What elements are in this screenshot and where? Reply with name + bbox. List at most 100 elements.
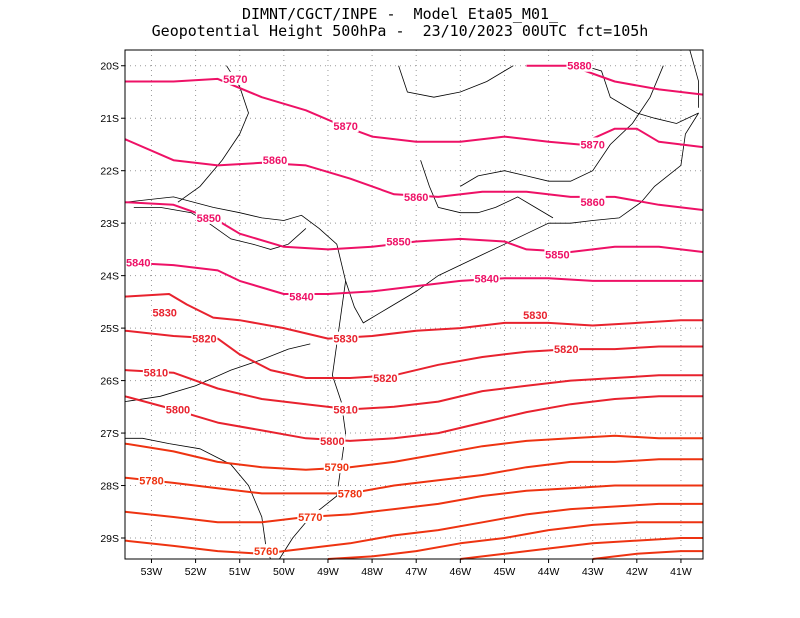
coastline [124,112,699,324]
contour-label-bg [138,473,165,487]
contour-label: 5850 [545,250,569,262]
contour-label: 5780 [338,488,362,500]
y-tick-label: 25S [100,323,119,335]
x-tick-label: 47W [405,566,427,578]
x-axis-ticks: 53W 52W 51W 50W 49W 48W 47W 46W 45W 44W 43W 42W 41W [141,559,692,578]
contour-label: 5830 [333,334,357,346]
x-tick-label: 45W [494,566,516,578]
contour-5780 [124,458,703,495]
x-tick-label: 50W [273,566,295,578]
contour-label: 5840 [126,258,150,270]
contour-label: 5850 [386,237,410,249]
contour-lines [124,64,704,560]
contour-label: 5870 [580,139,604,151]
contour-label-bg [288,289,315,303]
y-tick-label: 23S [100,218,119,230]
contour-5750 [327,521,703,560]
contour-label: 5820 [192,334,216,346]
contour-label-bg [142,365,169,379]
contour-label: 5820 [373,373,397,385]
contour-label: 5790 [325,462,349,474]
contour-label-bg [544,247,571,261]
contour-label-bg [566,58,593,72]
contour-label-bg [385,234,412,248]
contour-label-bg [151,305,178,319]
contour-label-bg [579,137,606,151]
contour-label-bg [522,307,549,321]
contour-label-bg [191,331,218,345]
coastline [583,65,699,124]
contour-label-bg [332,402,359,416]
contour-label-bg [332,119,359,133]
contour-label-bg [319,433,346,447]
y-tick-label: 27S [100,428,119,440]
y-tick-label: 29S [100,533,119,545]
contour-label-bg [403,189,430,203]
title-line-1: DIMNT/CGCT/INPE - Model Eta05_M01_ [241,5,559,23]
contour-label: 5800 [166,404,190,416]
contour-5730 [592,550,703,560]
contour-label-bg [125,255,152,269]
y-axis-ticks: 20S 21S 22S 23S 24S 25S 26S 27S 28S 29S [100,61,125,545]
contour-label: 5860 [263,155,287,167]
contour-label: 5760 [254,546,278,558]
contour-5790 [124,434,703,471]
contour-5760 [124,502,703,555]
contour-5830 [124,293,703,340]
y-tick-label: 26S [100,376,119,388]
y-tick-label: 22S [100,166,119,178]
contour-label: 5780 [139,475,163,487]
contour-label-bg [164,402,191,416]
y-tick-label: 24S [100,271,119,283]
contour-5800 [124,395,703,442]
contour-label-bg [253,544,280,558]
contour-5810 [124,369,703,411]
x-tick-label: 43W [582,566,604,578]
contour-label: 5850 [197,213,221,225]
contour-label: 5840 [289,292,313,304]
contour-label-bg [262,153,289,167]
contour-label-bg [222,71,249,85]
contour-5870 [125,77,704,149]
coastline [124,343,311,402]
contour-5840 [124,261,703,295]
contour-label-bg [372,370,399,384]
contour-label-bg [579,195,606,209]
contour-label: 5870 [333,121,357,133]
contour-label-bg [297,510,324,524]
contour-label: 5820 [554,344,578,356]
chart-title: DIMNT/CGCT/INPE - Model Eta05_M01_ Geopo… [0,6,800,40]
coastline [177,65,249,203]
x-tick-label: 48W [361,566,383,578]
contour-label: 5800 [320,436,344,448]
coastlines [124,49,699,560]
y-tick-label: 20S [100,61,119,73]
x-tick-label: 53W [141,566,163,578]
x-tick-label: 52W [185,566,207,578]
contour-label-bg [332,331,359,345]
contour-5850 [124,201,704,253]
contour-label: 5840 [475,273,499,285]
contour-label: 5880 [567,61,591,73]
contour-label-bg [337,486,364,500]
contour-label-bg [323,460,350,474]
contour-5770 [124,484,703,524]
contour-label: 5830 [152,307,176,319]
x-tick-label: 51W [229,566,251,578]
coastline [398,65,514,98]
contour-label: 5870 [223,74,247,86]
coastline [689,49,699,108]
coastline [420,160,554,219]
plot-frame [124,49,704,560]
y-tick-label: 21S [100,113,119,125]
x-tick-label: 49W [317,566,339,578]
coastline [460,65,664,187]
contour-label: 5770 [298,512,322,524]
contour-label-bg [195,210,222,224]
contour-label: 5810 [144,368,168,380]
contour-label: 5860 [404,192,428,204]
contour-label-bg [473,271,500,285]
contour-label: 5830 [523,310,547,322]
contour-5880 [526,64,704,96]
